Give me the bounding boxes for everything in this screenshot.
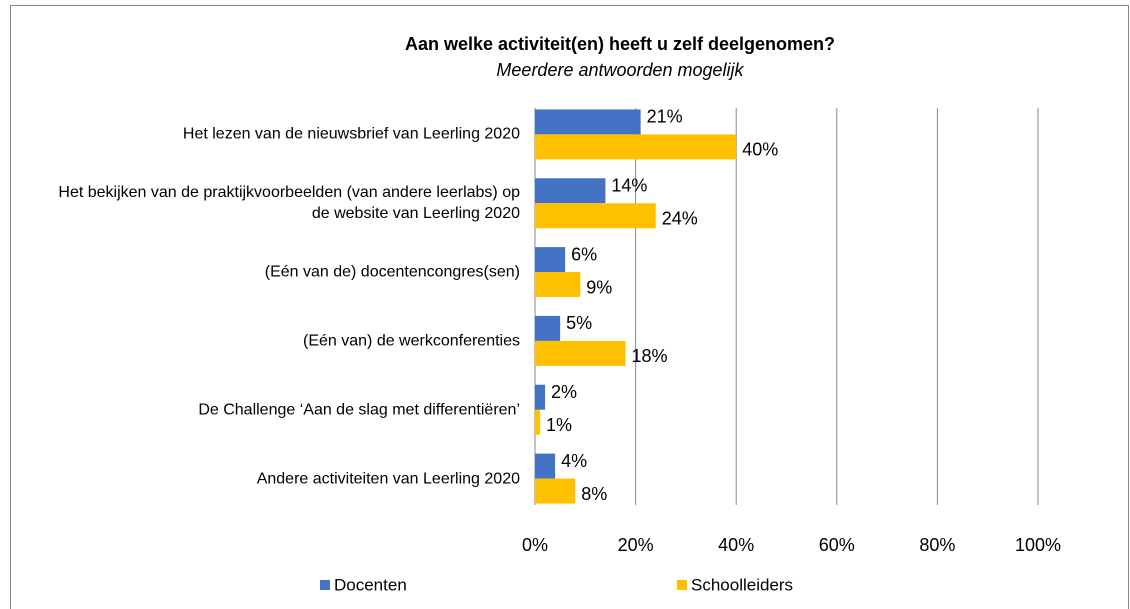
data-label: 5%: [566, 313, 592, 333]
bar: [535, 203, 656, 229]
bar: [535, 178, 606, 204]
data-label: 18%: [632, 346, 668, 366]
bar: [535, 247, 566, 273]
chart-title: Aan welke activiteit(en) heeft u zelf de…: [405, 34, 835, 54]
x-tick-label: 20%: [618, 535, 654, 555]
data-label: 6%: [571, 244, 597, 264]
data-label: 21%: [647, 107, 683, 127]
legend-label: Schoolleiders: [691, 575, 793, 594]
bar: [535, 478, 576, 504]
data-label: 4%: [561, 451, 587, 471]
data-label: 9%: [586, 277, 612, 297]
data-label: 40%: [742, 140, 778, 160]
x-tick-label: 60%: [819, 535, 855, 555]
category-label: Andere activiteiten van Leerling 2020: [256, 470, 520, 488]
data-label: 8%: [581, 484, 607, 504]
x-tick-label: 100%: [1015, 535, 1061, 555]
x-tick-label: 0%: [522, 535, 548, 555]
legend-swatch: [320, 580, 330, 590]
legend-swatch: [677, 580, 687, 590]
bar: [535, 409, 541, 435]
category-label: (Eén van de) docentencongres(sen): [264, 263, 520, 281]
bar: [535, 134, 737, 160]
bar: [535, 453, 556, 479]
bar: [535, 340, 626, 366]
category-label: Het bekijken van de praktijkvoorbeelden …: [58, 184, 520, 223]
bar: [535, 384, 546, 410]
chart-border: [10, 5, 1129, 609]
category-label: Het lezen van de nieuwsbrief van Leerlin…: [182, 125, 520, 143]
category-label: (Eén van) de werkconferenties: [303, 332, 520, 350]
bar: [535, 109, 641, 135]
x-tick-label: 40%: [718, 535, 754, 555]
data-label: 2%: [551, 382, 577, 402]
bar: [535, 272, 581, 298]
data-label: 24%: [662, 209, 698, 229]
bar: [535, 315, 561, 341]
chart-subtitle: Meerdere antwoorden mogelijk: [496, 60, 744, 80]
data-label: 14%: [611, 176, 647, 196]
data-label: 1%: [546, 415, 572, 435]
x-tick-label: 80%: [919, 535, 955, 555]
category-label: De Challenge ‘Aan de slag met differenti…: [198, 401, 520, 419]
legend-label: Docenten: [334, 575, 407, 594]
